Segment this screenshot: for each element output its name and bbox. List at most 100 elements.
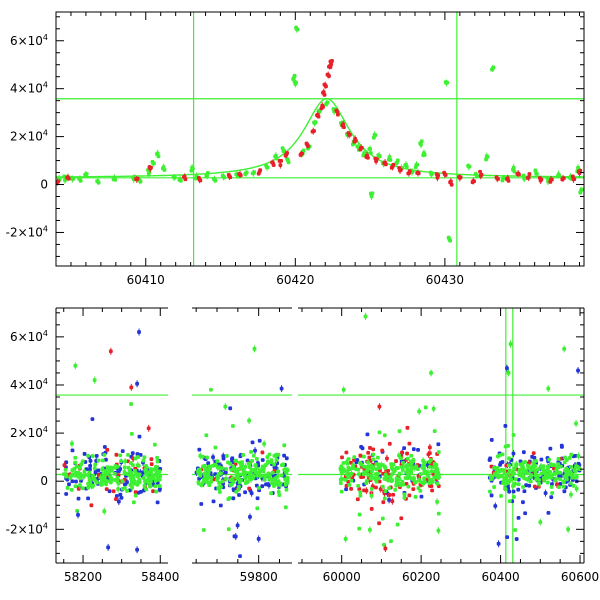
green-data-point: [371, 452, 376, 457]
red-data-point: [341, 122, 346, 127]
green-data-point: [205, 480, 210, 485]
green-data-point: [428, 465, 432, 469]
green-data-point: [356, 484, 361, 488]
green-data-point: [422, 480, 427, 485]
green-data-point: [347, 483, 352, 487]
green-data-point: [475, 174, 479, 178]
red-data-point: [260, 450, 265, 455]
red-data-point: [539, 177, 544, 182]
green-data-point: [206, 476, 211, 480]
green-data-point: [369, 194, 374, 199]
green-data-point: [368, 151, 373, 155]
green-data-point: [558, 477, 563, 482]
green-data-point: [350, 466, 355, 471]
green-data-point: [357, 526, 362, 531]
red-data-point: [526, 175, 531, 180]
red-data-point: [285, 151, 289, 155]
y-tick-label: 4×104: [10, 377, 48, 392]
green-data-point: [204, 433, 209, 438]
red-data-point: [405, 451, 409, 456]
blue-data-point: [114, 494, 119, 498]
green-data-point: [239, 466, 244, 471]
red-data-point: [443, 173, 448, 177]
green-data-point: [105, 465, 110, 470]
blue-data-point: [74, 479, 78, 484]
green-data-point: [292, 73, 297, 78]
green-data-point: [138, 179, 143, 184]
green-data-point: [467, 164, 472, 169]
green-data-point: [125, 472, 129, 476]
red-outlier-point: [377, 404, 382, 409]
red-data-point: [355, 497, 360, 502]
green-data-point: [358, 493, 363, 498]
blue-data-point: [387, 498, 391, 502]
green-data-point: [213, 462, 218, 467]
green-data-point: [122, 485, 127, 490]
green-data-point: [422, 460, 427, 465]
green-data-point: [142, 483, 147, 488]
green-data-point: [387, 486, 391, 491]
red-data-point: [330, 58, 334, 63]
green-data-point: [391, 462, 396, 467]
green-data-point: [143, 468, 148, 473]
bottom-segment-plot-area: [298, 308, 584, 563]
green-data-point: [558, 464, 563, 469]
green-data-point: [130, 476, 135, 481]
green-data-point: [561, 479, 566, 484]
green-data-point: [404, 463, 409, 468]
blue-data-point: [250, 440, 255, 445]
green-data-point: [200, 454, 205, 459]
green-data-point: [113, 177, 117, 182]
red-data-point: [377, 521, 381, 526]
green-data-point: [220, 479, 225, 484]
green-data-point: [569, 492, 573, 497]
blue-data-point: [257, 438, 262, 443]
blue-data-point: [489, 438, 494, 442]
green-data-point: [405, 466, 410, 471]
green-data-point: [445, 80, 450, 85]
green-data-point: [155, 455, 160, 460]
red-data-point: [458, 175, 463, 180]
green-data-point: [96, 458, 101, 463]
blue-data-point: [505, 535, 510, 540]
blue-data-point: [539, 457, 544, 462]
green-data-point: [276, 469, 280, 474]
green-data-point: [413, 495, 418, 499]
y-tick-label: -2×104: [6, 224, 48, 239]
green-data-point: [432, 461, 437, 466]
green-data-point: [276, 490, 281, 494]
blue-data-point: [559, 443, 564, 448]
green-data-point: [217, 490, 222, 494]
green-data-point: [123, 459, 128, 464]
green-data-point: [205, 455, 210, 460]
green-data-point: [135, 463, 140, 468]
blue-data-point: [231, 487, 236, 492]
green-data-point: [115, 475, 120, 480]
green-data-point: [552, 463, 557, 467]
blue-data-point: [104, 457, 108, 462]
green-data-point: [389, 466, 394, 470]
red-data-point: [391, 492, 396, 497]
red-data-point: [149, 462, 154, 467]
green-data-point: [265, 165, 270, 170]
green-data-point: [369, 487, 374, 491]
blue-data-point: [237, 493, 241, 497]
red-data-point: [427, 451, 432, 456]
green-data-point: [270, 481, 274, 486]
red-data-point: [105, 447, 110, 452]
green-data-point: [153, 442, 157, 447]
blue-data-point: [344, 487, 348, 492]
green-data-point: [352, 455, 357, 460]
green-data-point: [368, 527, 372, 532]
green-data-point: [254, 456, 259, 461]
green-data-point: [397, 429, 402, 434]
red-data-point: [353, 138, 358, 143]
y-tick-exponent: 4: [43, 33, 48, 42]
green-data-point: [149, 474, 154, 479]
green-data-point: [550, 491, 555, 495]
blue-data-point: [135, 452, 140, 456]
green-data-point: [411, 459, 416, 464]
green-data-point: [257, 486, 261, 490]
red-data-point: [386, 468, 391, 473]
blue-outlier-point: [576, 368, 580, 373]
